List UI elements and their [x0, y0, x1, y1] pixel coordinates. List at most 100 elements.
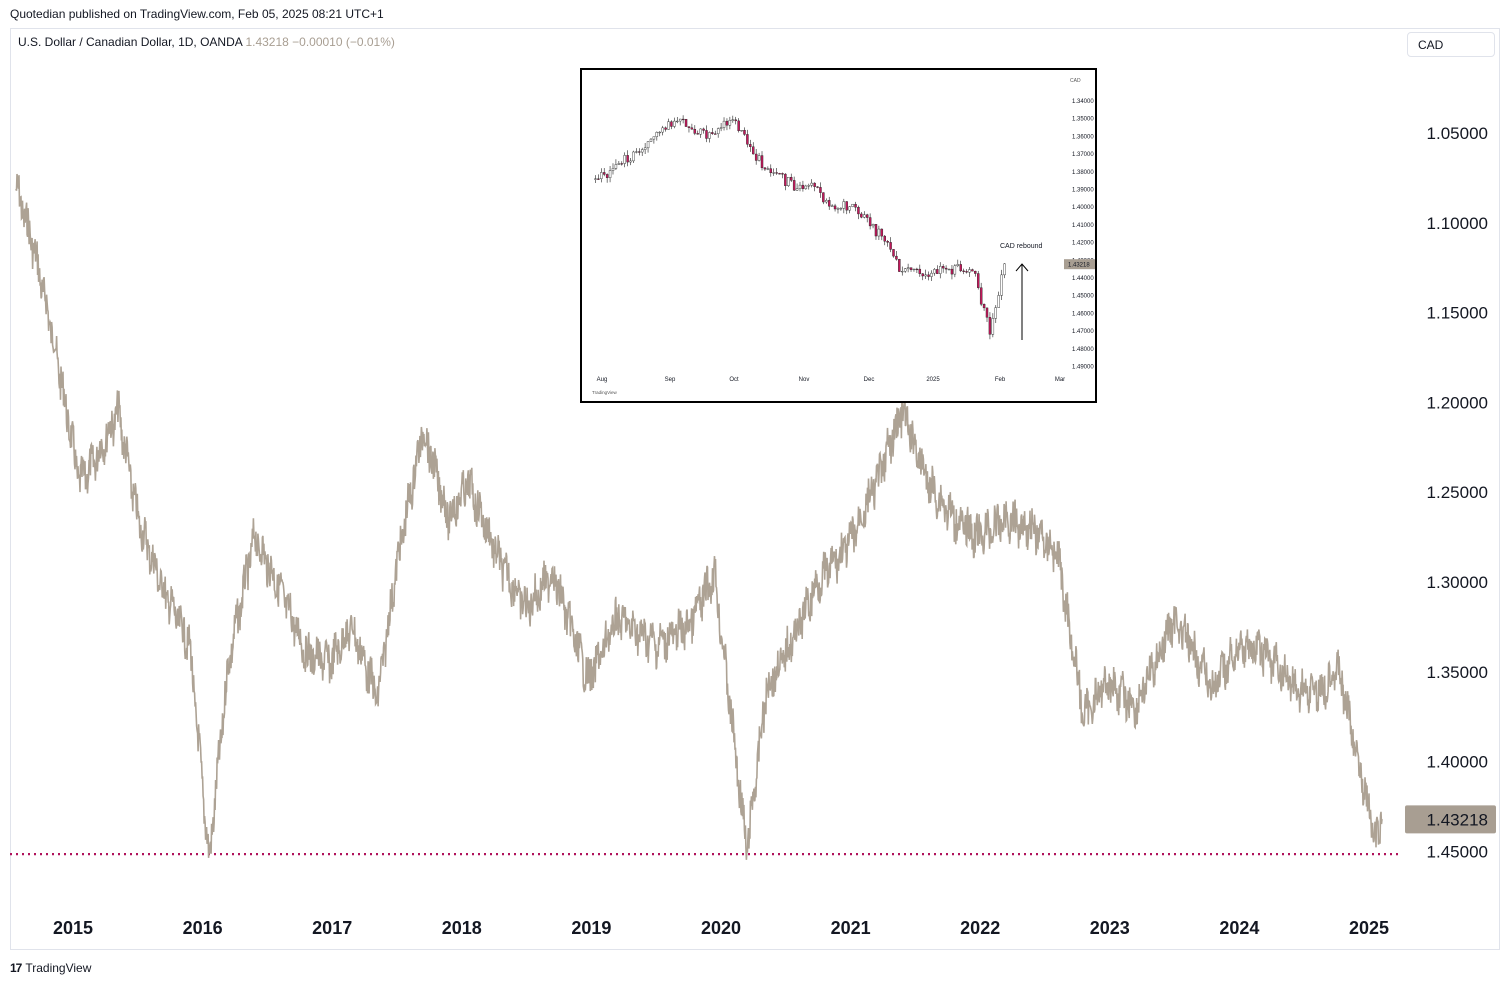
inset-candle [775, 172, 778, 174]
inset-candle [982, 304, 986, 309]
inset-candle [877, 228, 881, 237]
inset-candle [696, 133, 699, 135]
inset-y-tick-label: 1.44000 [1072, 276, 1094, 282]
inset-candle [898, 259, 901, 272]
y-tick-label: 1.25000 [1427, 483, 1488, 502]
inset-candle [597, 178, 600, 180]
y-tick-label: 1.45000 [1427, 842, 1488, 861]
x-tick-label: 2022 [960, 918, 1000, 938]
inset-y-tick-label: 1.34000 [1072, 99, 1094, 105]
inset-x-axis: Aug Sep Oct Nov Dec 2025 Feb Mar TradingView [592, 377, 1065, 395]
inset-candle [722, 120, 726, 128]
inset-candle [749, 144, 752, 147]
y-tick-label: 1.05000 [1427, 124, 1488, 143]
inset-candle [927, 274, 930, 277]
inset-candle [649, 138, 653, 142]
inset-candle [702, 128, 705, 131]
inset-candle [652, 136, 656, 140]
inset-y-tick-label: 1.45000 [1072, 294, 1094, 300]
inset-candle [985, 307, 989, 318]
inset-candle [684, 118, 688, 127]
inset-candle [603, 172, 606, 175]
inset-candle [965, 271, 968, 273]
inset-candle [871, 224, 875, 227]
inset-candle [1000, 274, 1003, 296]
inset-candle [895, 255, 898, 260]
inset-candle [795, 188, 799, 191]
inset-candle [763, 167, 767, 170]
inset-candle [912, 268, 916, 271]
x-tick-label: 2025 [1349, 918, 1389, 938]
inset-candle [930, 272, 933, 277]
inset-y-tick-label: 1.39000 [1072, 188, 1094, 194]
footer-brand: TradingView [25, 961, 92, 975]
inset-x-tick-label: Sep [665, 377, 676, 383]
inset-candle [699, 128, 702, 135]
inset-last-price-label: 1.43218 [1068, 263, 1090, 269]
inset-candle [640, 149, 644, 153]
inset-candle [936, 269, 939, 274]
footer: 17 TradingView [10, 961, 91, 975]
inset-candle [600, 172, 603, 179]
inset-candle [804, 185, 808, 189]
x-tick-label: 2016 [183, 918, 223, 938]
inset-y-tick-label: 1.40000 [1072, 205, 1094, 211]
inset-candle [623, 155, 626, 164]
inset-y-tick-label: 1.36000 [1072, 134, 1094, 140]
inset-candle [626, 155, 629, 163]
y-tick-label: 1.35000 [1427, 663, 1488, 682]
inset-candles: CAD rebound [594, 115, 1043, 340]
inset-candle [608, 170, 612, 178]
inset-candle [787, 177, 790, 187]
inset-candle [728, 120, 732, 126]
inset-candle [962, 270, 965, 272]
y-tick-label: 1.20000 [1427, 393, 1488, 412]
inset-candle [813, 182, 816, 187]
inset-candle [950, 268, 954, 275]
x-tick-label: 2023 [1090, 918, 1130, 938]
symbol-values: 1.43218 −0.00010 (−0.01%) [245, 35, 395, 49]
inset-candle [939, 266, 942, 274]
inset-candle [839, 208, 843, 210]
inset-x-tick-label: 2025 [926, 377, 940, 383]
y-tick-label: 1.10000 [1427, 214, 1488, 233]
inset-candle [737, 120, 740, 131]
inset-chart-panel: 1.34000 1.35000 1.36000 1.37000 1.38000 1.390… [580, 68, 1097, 403]
inset-candle [714, 133, 717, 135]
inset-candle [757, 155, 761, 161]
inset-candle [635, 151, 638, 153]
inset-candle [792, 180, 796, 191]
inset-x-tick-label: Dec [864, 377, 875, 383]
inset-candle [1003, 263, 1006, 276]
currency-button[interactable]: CAD [1407, 32, 1495, 57]
inset-candle [798, 184, 802, 189]
inset-candle [933, 269, 936, 274]
y-axis: 1.05000 1.10000 1.15000 1.20000 1.25000 1.300… [1427, 124, 1488, 861]
inset-candle [921, 273, 924, 277]
inset-y-tick-label: 1.41000 [1072, 223, 1094, 229]
inset-x-tick-label: Mar [1055, 377, 1065, 383]
inset-candle [886, 241, 889, 243]
inset-y-tick-label: 1.47000 [1072, 329, 1094, 335]
x-axis: 2015 2016 2017 2018 2019 2020 2021 2022 2023 2024… [53, 918, 1389, 938]
inset-candle [611, 168, 615, 171]
x-tick-label: 2015 [53, 918, 93, 938]
inset-candle [880, 228, 884, 237]
inset-candle [906, 267, 910, 269]
x-tick-label: 2018 [442, 918, 482, 938]
inset-candle [807, 185, 810, 187]
inset-candle [655, 132, 659, 137]
inset-candle [614, 164, 618, 169]
inset-candle [977, 273, 980, 288]
inset-candle [676, 120, 679, 123]
published-line: Quotedian published on TradingView.com, … [10, 7, 384, 21]
inset-candle [889, 242, 892, 250]
inset-y-tick-label: 1.42000 [1072, 241, 1094, 247]
y-tick-label: 1.30000 [1427, 573, 1488, 592]
inset-candle [670, 121, 673, 127]
inset-candle [705, 130, 708, 139]
inset-currency-label: CAD [1070, 78, 1081, 84]
inset-candle [997, 295, 1000, 308]
inset-candle [901, 270, 904, 273]
